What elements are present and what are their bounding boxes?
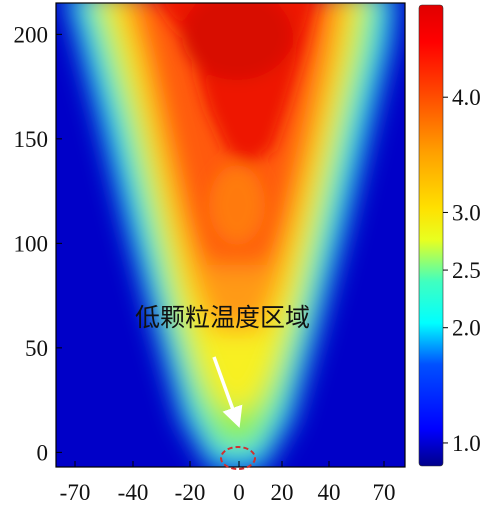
heat-field <box>56 3 405 467</box>
plot-frame <box>55 2 406 468</box>
y-tick-label: 0 <box>37 440 49 465</box>
colorbar-axis: 1.0 2.0 2.5 3.0 4.0 <box>443 85 481 456</box>
colorbar <box>418 4 444 467</box>
x-tick-label: 70 <box>373 480 396 505</box>
x-tick-label: 0 <box>233 480 245 505</box>
colorbar-tick-label: 2.0 <box>452 316 481 341</box>
x-tick-label: -70 <box>60 480 91 505</box>
annotation-arrow <box>212 356 243 428</box>
y-tick-label: 200 <box>14 22 49 47</box>
annotation-label: 低颗粒温度区域 <box>135 303 310 332</box>
y-axis: 0 50 100 150 200 <box>14 22 62 465</box>
x-axis: -70 -40 -20 0 20 40 70 <box>60 461 396 505</box>
heat-core-dark <box>182 3 292 80</box>
colorbar-tick-label: 3.0 <box>452 200 481 225</box>
x-tick-label: 40 <box>318 480 341 505</box>
colorbar-tick-label: 2.5 <box>452 258 481 283</box>
x-tick-label: -20 <box>175 480 206 505</box>
low-temp-marker <box>220 446 256 470</box>
x-tick-label: 20 <box>271 480 294 505</box>
colorbar-tick-label: 1.0 <box>452 431 481 456</box>
x-tick-label: -40 <box>118 480 149 505</box>
y-tick-label: 150 <box>14 127 49 152</box>
y-tick-label: 50 <box>25 336 48 361</box>
heat-orange-patch <box>209 165 265 245</box>
y-tick-label: 100 <box>14 231 49 256</box>
colorbar-tick-label: 4.0 <box>452 85 481 110</box>
